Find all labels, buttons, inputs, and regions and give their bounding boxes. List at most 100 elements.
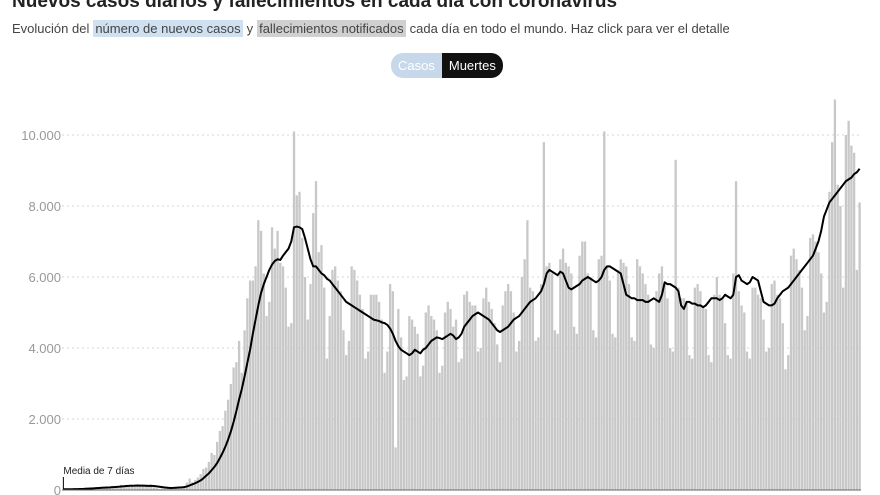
bar bbox=[627, 284, 631, 490]
toggle-button[interactable]: Muertes bbox=[441, 53, 503, 78]
bar bbox=[641, 273, 644, 490]
bar bbox=[356, 280, 359, 490]
bar bbox=[454, 319, 458, 490]
bar bbox=[751, 287, 754, 490]
bar bbox=[416, 333, 419, 490]
bar bbox=[268, 301, 271, 490]
bar bbox=[754, 287, 757, 490]
bar bbox=[575, 333, 578, 490]
bar bbox=[616, 269, 620, 490]
bar bbox=[218, 430, 222, 490]
bar bbox=[622, 262, 625, 490]
bar bbox=[237, 340, 241, 490]
bar bbox=[410, 319, 414, 490]
bar bbox=[298, 191, 301, 491]
bar bbox=[765, 351, 768, 490]
bar bbox=[224, 410, 227, 490]
bar bbox=[490, 308, 493, 490]
bar bbox=[619, 259, 622, 490]
bar bbox=[564, 262, 567, 490]
bar bbox=[507, 284, 510, 490]
bar bbox=[594, 337, 598, 490]
bar bbox=[614, 337, 617, 490]
bar bbox=[559, 259, 562, 490]
bar bbox=[364, 358, 367, 490]
bar bbox=[117, 486, 120, 490]
bar bbox=[718, 294, 721, 490]
bar bbox=[630, 337, 633, 490]
bar bbox=[325, 358, 329, 490]
bar bbox=[787, 355, 790, 490]
bar bbox=[636, 259, 639, 490]
subtitle-highlight: fallecimientos notificados bbox=[257, 20, 406, 37]
bar bbox=[336, 280, 340, 490]
bar bbox=[150, 484, 153, 490]
bar bbox=[504, 291, 507, 490]
bar bbox=[748, 358, 751, 490]
bar bbox=[147, 486, 150, 490]
bar bbox=[128, 484, 131, 490]
bar bbox=[852, 152, 856, 490]
bar bbox=[644, 284, 647, 490]
bar bbox=[836, 184, 839, 490]
bar bbox=[822, 312, 826, 490]
bar bbox=[130, 486, 134, 490]
bar bbox=[814, 241, 817, 490]
bar bbox=[366, 351, 370, 490]
bar bbox=[611, 333, 614, 490]
bar bbox=[704, 308, 708, 490]
bar bbox=[792, 248, 795, 490]
bar bbox=[721, 298, 724, 490]
bar bbox=[581, 241, 584, 490]
bar bbox=[235, 362, 238, 490]
bar bbox=[471, 305, 474, 490]
bar bbox=[270, 227, 274, 491]
bar bbox=[523, 259, 526, 490]
bar bbox=[295, 195, 298, 490]
bar bbox=[369, 294, 373, 490]
bar bbox=[647, 294, 650, 490]
bar bbox=[158, 488, 161, 490]
bar bbox=[111, 486, 114, 490]
bar bbox=[265, 316, 268, 490]
bar bbox=[795, 259, 798, 490]
bar bbox=[858, 202, 861, 490]
bar bbox=[114, 486, 117, 490]
bar bbox=[257, 220, 260, 490]
bar bbox=[542, 142, 546, 490]
bar bbox=[528, 287, 532, 490]
subtitle-text: Evolución del bbox=[12, 21, 90, 36]
bar bbox=[383, 372, 386, 490]
bar bbox=[279, 262, 282, 490]
bar bbox=[413, 326, 416, 490]
toggle-button[interactable]: Casos bbox=[391, 53, 442, 78]
bar bbox=[397, 308, 400, 490]
average-line bbox=[63, 168, 861, 491]
toggle: Casos Muertes bbox=[391, 53, 503, 78]
bar bbox=[833, 99, 837, 490]
subtitle-text: y bbox=[246, 21, 254, 36]
bar bbox=[534, 340, 537, 490]
bar bbox=[399, 337, 403, 490]
bar bbox=[334, 266, 337, 490]
bar bbox=[839, 206, 842, 490]
bar bbox=[515, 351, 518, 490]
bar bbox=[240, 372, 243, 490]
bar bbox=[652, 348, 655, 490]
bar bbox=[177, 487, 180, 490]
bar bbox=[166, 487, 169, 490]
bar bbox=[191, 482, 194, 490]
bar bbox=[589, 277, 592, 490]
bar bbox=[512, 312, 515, 490]
bar bbox=[778, 298, 782, 490]
bar bbox=[539, 284, 543, 490]
bar bbox=[419, 376, 422, 490]
bar bbox=[841, 287, 845, 490]
annotation: Media de 7 días bbox=[63, 466, 134, 477]
bar bbox=[773, 280, 776, 490]
bar bbox=[139, 485, 142, 490]
bar bbox=[633, 340, 636, 490]
bar bbox=[377, 301, 381, 490]
bar bbox=[144, 486, 147, 490]
